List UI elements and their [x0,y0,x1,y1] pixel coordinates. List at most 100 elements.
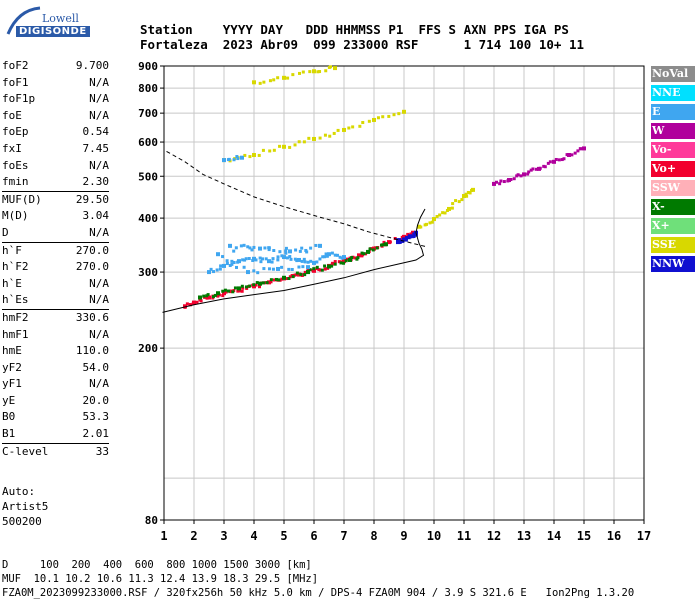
trace-echo [392,113,396,117]
trace-echo [291,275,295,279]
trace-echo [250,248,254,252]
trace-echo [256,271,260,275]
trace-echo [375,246,379,250]
legend-item-e: E [651,104,695,120]
x-tick-label: 8 [370,529,377,543]
trace-echo [244,257,248,261]
trace-point [372,117,376,122]
trace-echo [451,202,455,206]
trace-point [306,265,310,270]
trace-echo [272,249,276,253]
trace-point [312,260,316,265]
x-tick-label: 6 [310,529,317,543]
trace-echo [290,267,294,271]
trace-echo [271,257,275,261]
trace-echo [278,250,282,254]
param-value: 54.0 [82,360,110,374]
param-label: hmE [2,344,22,358]
param-row-c-level: C-level 33 [2,444,109,461]
trace-echo [398,238,402,242]
trace-echo [225,262,229,266]
y-tick-label: 80 [145,514,158,527]
trace-echo [248,155,252,159]
trace-echo [301,70,305,74]
trace-echo [242,243,246,247]
trace-echo [240,284,244,288]
trace-echo [323,264,327,268]
header-row-values: Fortaleza 2023 Abr09 099 233000 RSF 1 71… [140,37,585,52]
param-label: yF2 [2,360,22,374]
trace-echo [562,157,566,161]
trace-echo [241,258,245,262]
trace-point [552,159,556,164]
trace-echo [244,285,248,289]
trace-point [357,253,361,258]
trace-echo [299,272,303,276]
trace-echo [245,286,249,290]
trace-point [258,281,262,286]
x-tick-label: 12 [487,529,501,543]
param-row-foes: foEs N/A [2,158,109,175]
trace-point [276,266,280,271]
trace-point [237,259,241,264]
trace-echo [202,294,206,298]
trace-echo [294,273,298,277]
trace-point [297,257,301,262]
y-tick-label: 600 [138,136,158,149]
trace-echo [268,149,272,153]
trace-point [267,280,271,285]
param-label: foF1p [2,92,36,106]
trace-point [216,252,220,257]
trace-echo [297,71,301,75]
trace-echo [309,246,313,250]
param-row-hmf2: hmF2 330.6 [2,310,109,327]
param-value: 53.3 [82,410,110,424]
trace-point [342,255,346,260]
trace-echo [546,161,550,165]
trace-echo [315,265,319,269]
trace-echo [570,153,574,157]
trace-point [402,237,406,242]
trace-echo [228,264,232,268]
trace-echo [353,256,357,260]
trace-echo [235,155,239,159]
trace-echo [272,278,276,282]
trace-echo [318,70,322,74]
trace-echo [333,260,337,264]
doppler-direction-legend: NoVal NNE E W Vo- Vo+ SSW X- X+ SSE NNW [651,66,695,275]
y-tick-label: 700 [138,107,158,120]
logo-text-digisonde: DIGISONDE [16,26,90,37]
param-separator [2,190,109,192]
param-value: N/A [89,293,109,307]
station-header: Station YYYY DAY DDD HHMMSS P1 FFS S AXN… [140,22,584,52]
trace-echo [233,286,237,290]
trace-point [282,75,286,80]
param-value: N/A [89,75,109,89]
trace-echo [499,179,503,183]
legend-item-noval: NoVal [651,66,695,82]
trace-point [222,158,226,163]
param-label: yE [2,393,16,407]
trace-echo [519,174,523,178]
trace-echo [443,211,447,215]
trace-point [312,268,316,273]
trace-echo [315,260,319,264]
trace-echo [218,267,222,271]
trace-echo [542,164,546,168]
trace-echo [284,246,288,250]
trace-point [240,155,244,160]
lowell-digisonde-logo: Lowell DIGISONDE [4,4,90,42]
trace-echo [303,270,307,274]
trace-echo [419,225,423,229]
trace-echo [331,261,335,265]
trace-echo [221,289,225,293]
param-row-hmf1: hmF1 N/A [2,327,109,344]
x-tick-label: 7 [340,529,347,543]
trace-echo [293,143,297,147]
trace-echo [362,252,366,256]
trace-echo [261,148,265,152]
trace-point [507,178,511,183]
param-row-ye: yE 20.0 [2,393,109,410]
trace-echo [259,260,263,264]
y-tick-label: 300 [138,266,158,279]
